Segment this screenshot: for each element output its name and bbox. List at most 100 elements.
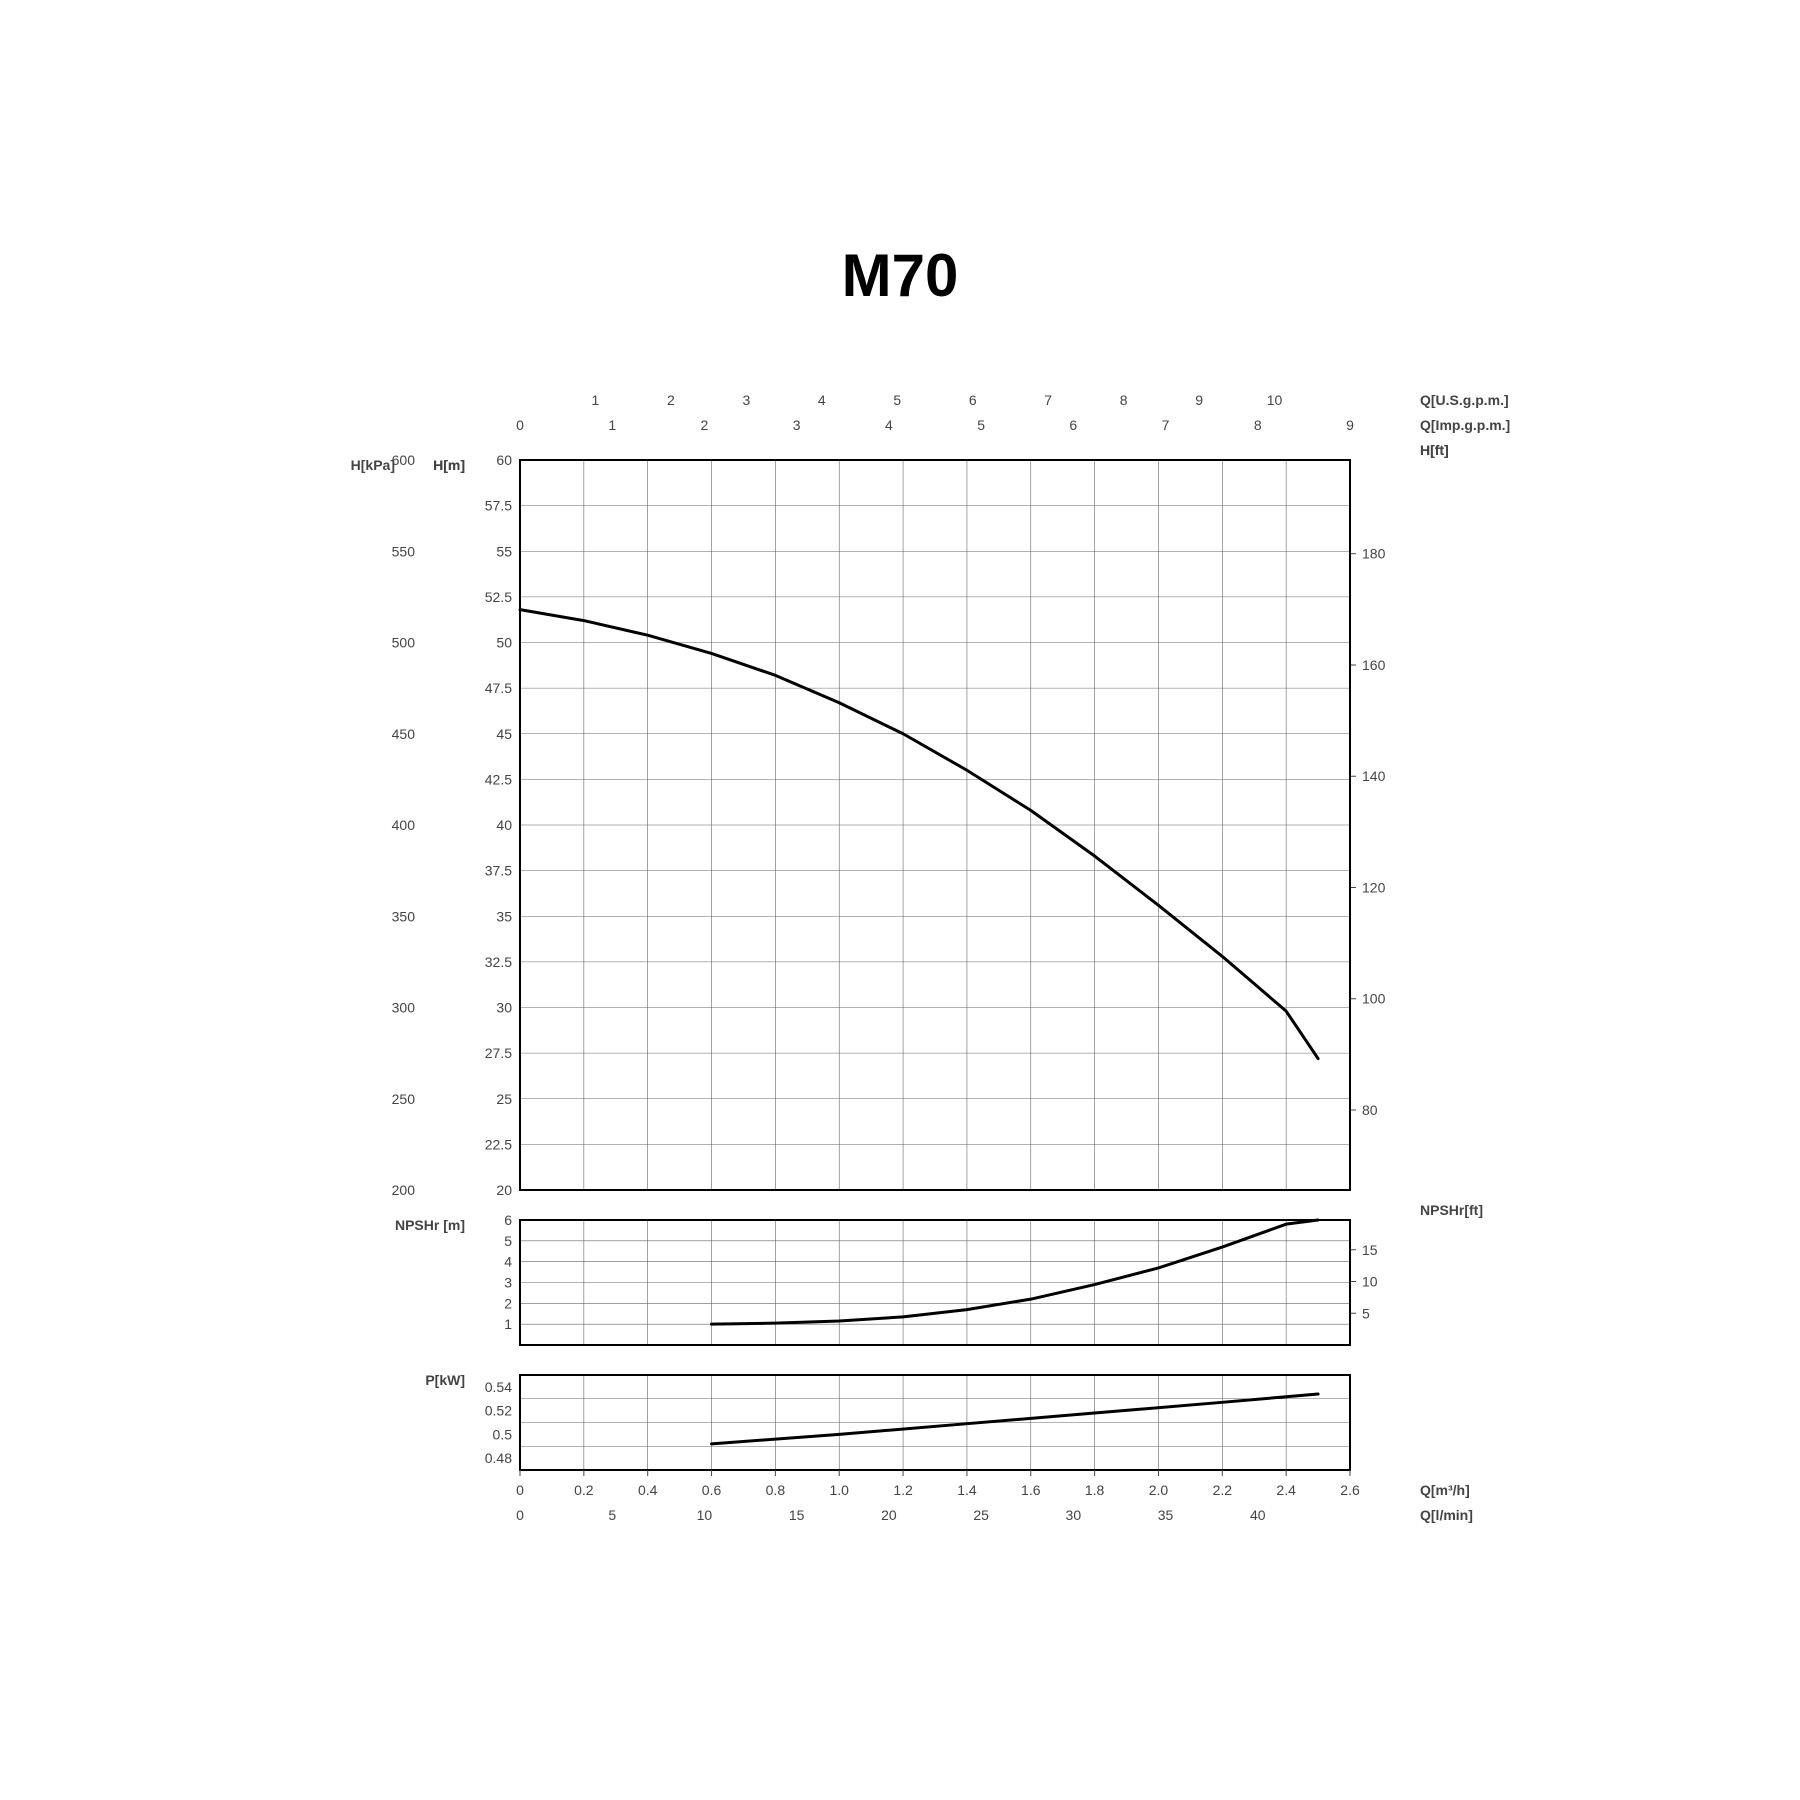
svg-text:55: 55 [496,543,512,559]
chart-title: M70 [275,241,1525,310]
svg-text:1.0: 1.0 [829,1482,849,1498]
svg-text:2.2: 2.2 [1213,1482,1233,1498]
svg-text:300: 300 [392,999,416,1015]
svg-text:NPSHr [m]: NPSHr [m] [395,1217,465,1233]
svg-text:H[ft]: H[ft] [1420,442,1449,458]
svg-text:52.5: 52.5 [485,588,512,604]
svg-text:9: 9 [1195,392,1203,408]
svg-text:5: 5 [1362,1305,1370,1321]
svg-text:350: 350 [392,908,416,924]
svg-text:0.4: 0.4 [638,1482,658,1498]
svg-text:2.6: 2.6 [1340,1482,1360,1498]
svg-text:2.4: 2.4 [1276,1482,1296,1498]
svg-text:25: 25 [973,1507,989,1523]
svg-text:160: 160 [1362,656,1386,672]
svg-text:140: 140 [1362,768,1386,784]
svg-text:5: 5 [608,1507,616,1523]
svg-text:45: 45 [496,725,512,741]
svg-text:1.4: 1.4 [957,1482,977,1498]
svg-text:35: 35 [1158,1507,1174,1523]
svg-text:180: 180 [1362,545,1386,561]
svg-text:5: 5 [893,392,901,408]
svg-text:42.5: 42.5 [485,771,512,787]
svg-text:30: 30 [1066,1507,1082,1523]
svg-text:4: 4 [818,392,826,408]
svg-text:H[kPa]: H[kPa] [351,457,395,473]
svg-text:2: 2 [701,417,709,433]
svg-text:400: 400 [392,817,416,833]
svg-text:100: 100 [1362,990,1386,1006]
svg-text:1: 1 [608,417,616,433]
svg-text:40: 40 [496,817,512,833]
svg-text:1.2: 1.2 [893,1482,913,1498]
svg-text:10: 10 [697,1507,713,1523]
svg-text:Q[l/min]: Q[l/min] [1420,1507,1473,1523]
svg-text:Q[U.S.g.p.m.]: Q[U.S.g.p.m.] [1420,392,1509,408]
chart-svg: 2022.52527.53032.53537.54042.54547.55052… [275,310,1525,1560]
svg-text:Q[Imp.g.p.m.]: Q[Imp.g.p.m.] [1420,417,1510,433]
svg-text:27.5: 27.5 [485,1045,512,1061]
svg-text:0: 0 [516,417,524,433]
svg-text:2: 2 [667,392,675,408]
svg-text:10: 10 [1267,392,1283,408]
svg-text:0: 0 [516,1507,524,1523]
svg-text:200: 200 [392,1182,416,1198]
svg-text:9: 9 [1346,417,1354,433]
svg-text:450: 450 [392,725,416,741]
svg-text:8: 8 [1254,417,1262,433]
svg-text:1: 1 [592,392,600,408]
svg-text:50: 50 [496,634,512,650]
svg-text:H[m]: H[m] [433,457,465,473]
svg-text:2.0: 2.0 [1149,1482,1169,1498]
svg-text:0.5: 0.5 [493,1426,513,1442]
svg-text:47.5: 47.5 [485,680,512,696]
svg-text:6: 6 [969,392,977,408]
svg-text:0.6: 0.6 [702,1482,722,1498]
svg-text:3: 3 [504,1274,512,1290]
svg-text:500: 500 [392,634,416,650]
svg-text:6: 6 [504,1212,512,1228]
svg-text:1.6: 1.6 [1021,1482,1041,1498]
svg-text:15: 15 [789,1507,805,1523]
svg-text:20: 20 [496,1182,512,1198]
svg-text:3: 3 [742,392,750,408]
svg-text:5: 5 [504,1232,512,1248]
svg-text:15: 15 [1362,1241,1378,1257]
svg-text:0.2: 0.2 [574,1482,594,1498]
svg-text:30: 30 [496,999,512,1015]
svg-text:37.5: 37.5 [485,862,512,878]
svg-text:P[kW]: P[kW] [425,1372,465,1388]
svg-text:600: 600 [392,452,416,468]
svg-text:25: 25 [496,1090,512,1106]
svg-text:0.54: 0.54 [485,1378,512,1394]
pump-curve-figure: M70 2022.52527.53032.53537.54042.54547.5… [275,241,1525,1560]
svg-text:80: 80 [1362,1101,1378,1117]
svg-text:0: 0 [516,1482,524,1498]
svg-text:4: 4 [504,1253,512,1269]
svg-text:7: 7 [1162,417,1170,433]
svg-text:6: 6 [1069,417,1077,433]
svg-text:Q[m³/h]: Q[m³/h] [1420,1482,1470,1498]
svg-text:0.48: 0.48 [485,1450,512,1466]
svg-text:250: 250 [392,1090,416,1106]
svg-text:NPSHr[ft]: NPSHr[ft] [1420,1202,1483,1218]
svg-text:35: 35 [496,908,512,924]
svg-text:0.52: 0.52 [485,1402,512,1418]
svg-text:57.5: 57.5 [485,497,512,513]
svg-text:550: 550 [392,543,416,559]
svg-text:5: 5 [977,417,985,433]
svg-text:120: 120 [1362,879,1386,895]
svg-text:3: 3 [793,417,801,433]
svg-text:4: 4 [885,417,893,433]
svg-text:22.5: 22.5 [485,1136,512,1152]
svg-text:32.5: 32.5 [485,953,512,969]
svg-text:1: 1 [504,1316,512,1332]
svg-text:2: 2 [504,1295,512,1311]
svg-text:60: 60 [496,452,512,468]
svg-text:0.8: 0.8 [766,1482,786,1498]
svg-text:8: 8 [1120,392,1128,408]
svg-text:20: 20 [881,1507,897,1523]
svg-text:10: 10 [1362,1273,1378,1289]
svg-text:7: 7 [1044,392,1052,408]
svg-text:1.8: 1.8 [1085,1482,1105,1498]
